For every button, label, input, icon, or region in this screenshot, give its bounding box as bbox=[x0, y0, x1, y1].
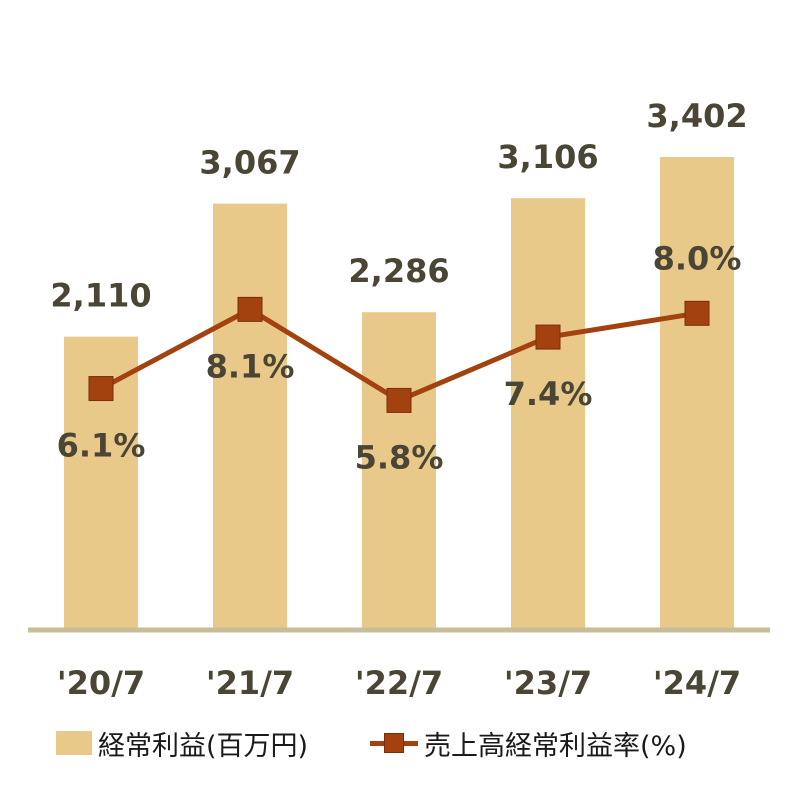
ratio-value-label-1: 6.1% bbox=[57, 427, 146, 465]
x-tick-label-1: '20/7 bbox=[57, 664, 145, 702]
bar-5 bbox=[660, 157, 734, 631]
ratio-value-label-5: 8.0% bbox=[653, 239, 742, 277]
legend-swatch-line bbox=[370, 731, 418, 755]
legend-label-bar: 経常利益(百万円) bbox=[98, 730, 309, 762]
x-tick-label-4: '23/7 bbox=[504, 664, 592, 702]
legend-label-line: 売上高経常利益率(%) bbox=[424, 730, 687, 762]
bars-layer bbox=[64, 157, 734, 631]
x-tick-label-2: '21/7 bbox=[206, 664, 294, 702]
labels-layer: 2,110 3,067 2,286 3,106 3,402 6.1% 8.1% 5.8% 7.4… bbox=[50, 97, 747, 702]
ratio-marker-2 bbox=[237, 296, 263, 322]
bar-value-label-1: 2,110 bbox=[50, 277, 151, 315]
ratio-marker-5 bbox=[684, 300, 710, 326]
ratio-value-label-2: 8.1% bbox=[206, 347, 295, 385]
bar-4 bbox=[511, 198, 585, 630]
x-tick-label-3: '22/7 bbox=[355, 664, 443, 702]
legend-item-bar: 経常利益(百万円) bbox=[56, 718, 308, 768]
bar-2 bbox=[213, 203, 287, 631]
ratio-value-label-3: 5.8% bbox=[355, 438, 444, 476]
legend: 経常利益(百万円) 売上高経常利益率(%) bbox=[0, 718, 800, 768]
ratio-marker-3 bbox=[386, 387, 412, 413]
bar-3 bbox=[362, 312, 436, 630]
ratio-marker-4 bbox=[535, 324, 561, 350]
bar-value-label-4: 3,106 bbox=[497, 138, 598, 176]
ratio-value-label-4: 7.4% bbox=[504, 375, 593, 413]
legend-item-line: 売上高経常利益率(%) bbox=[370, 718, 687, 768]
ratio-marker-1 bbox=[88, 376, 114, 402]
legend-swatch-bar bbox=[56, 731, 92, 755]
x-tick-label-5: '24/7 bbox=[653, 664, 741, 702]
bar-value-label-2: 3,067 bbox=[199, 144, 300, 182]
line-layer bbox=[88, 296, 710, 413]
bar-value-label-5: 3,402 bbox=[646, 97, 747, 135]
bar-value-label-3: 2,286 bbox=[348, 252, 449, 290]
